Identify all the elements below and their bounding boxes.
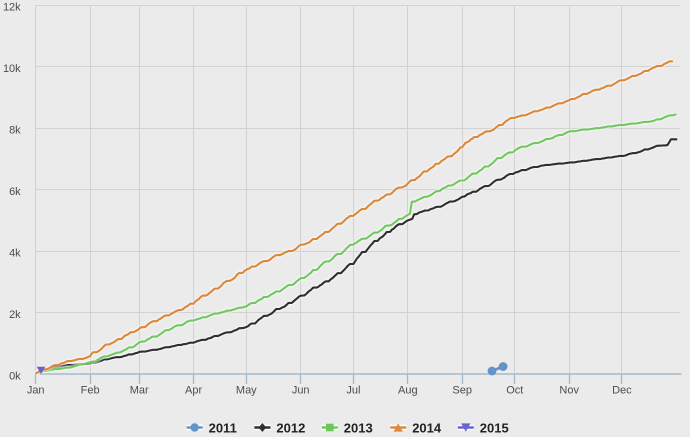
svg-text:Nov: Nov — [559, 384, 579, 396]
svg-text:Dec: Dec — [612, 384, 632, 396]
svg-text:2014: 2014 — [412, 421, 442, 436]
svg-text:Aug: Aug — [398, 384, 418, 396]
svg-text:Apr: Apr — [185, 384, 202, 396]
svg-text:Jul: Jul — [346, 384, 360, 396]
svg-text:May: May — [236, 384, 257, 396]
svg-text:2015: 2015 — [480, 421, 509, 436]
svg-text:0k: 0k — [9, 370, 21, 382]
svg-text:8k: 8k — [9, 125, 21, 137]
svg-text:Oct: Oct — [506, 384, 523, 396]
svg-text:12k: 12k — [3, 2, 21, 14]
svg-text:Mar: Mar — [130, 384, 149, 396]
svg-text:10k: 10k — [3, 63, 21, 75]
svg-text:4k: 4k — [9, 247, 21, 259]
svg-text:Jun: Jun — [292, 384, 310, 396]
svg-text:Feb: Feb — [81, 384, 100, 396]
svg-text:2012: 2012 — [276, 421, 305, 436]
svg-text:Jan: Jan — [27, 384, 45, 396]
svg-text:2k: 2k — [9, 309, 21, 321]
svg-text:2011: 2011 — [209, 421, 237, 436]
svg-text:2013: 2013 — [344, 421, 373, 436]
svg-text:6k: 6k — [9, 186, 21, 198]
svg-text:Sep: Sep — [452, 384, 472, 396]
